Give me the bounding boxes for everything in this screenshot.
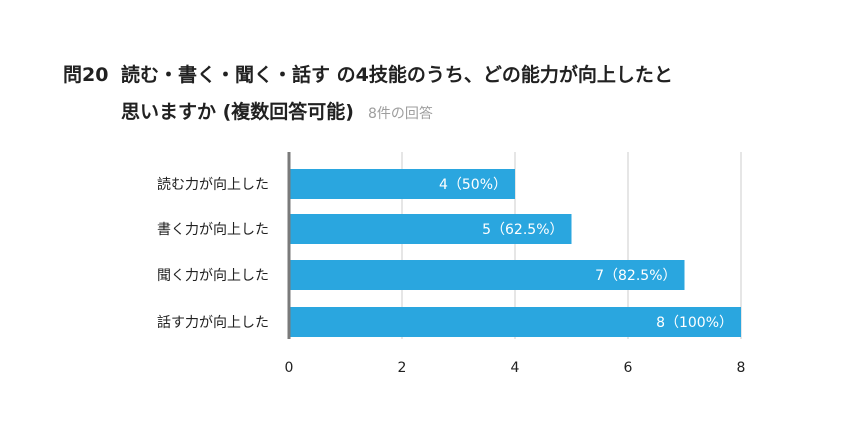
x-tick-label-2: 2	[398, 360, 407, 376]
x-tick-label-4: 4	[511, 360, 520, 376]
category-label-4: 話す力が向上した	[157, 314, 269, 331]
response-count: 8件の回答	[367, 106, 433, 122]
data-label-1: 4（50%）	[439, 177, 507, 193]
bar-4	[289, 307, 741, 337]
x-tick-label-6: 6	[624, 360, 633, 376]
category-label-2: 書く力が向上した	[157, 222, 269, 238]
data-label-3: 7（82.5%）	[595, 268, 676, 284]
category-label-3: 聞く力が向上した	[157, 268, 269, 284]
question-title-line1: 読む・書く・聞く・話す の4技能のうち、どの能力が向上したと	[121, 64, 673, 86]
data-label-4: 8（100%）	[656, 315, 733, 331]
x-tick-label-0: 0	[285, 360, 294, 376]
bar-1	[289, 169, 515, 199]
question-number: 問20	[63, 64, 109, 86]
bar-3	[289, 260, 685, 290]
category-label-1: 読む力が向上した	[157, 176, 269, 193]
data-label-2: 5（62.5%）	[482, 222, 563, 238]
question-title-line2-text: 思いますか (複数回答可能)	[121, 101, 354, 123]
question-title-line2: 思いますか (複数回答可能) 8件の回答	[121, 97, 433, 124]
bar-2	[289, 214, 572, 244]
x-tick-label-8: 8	[737, 360, 746, 376]
